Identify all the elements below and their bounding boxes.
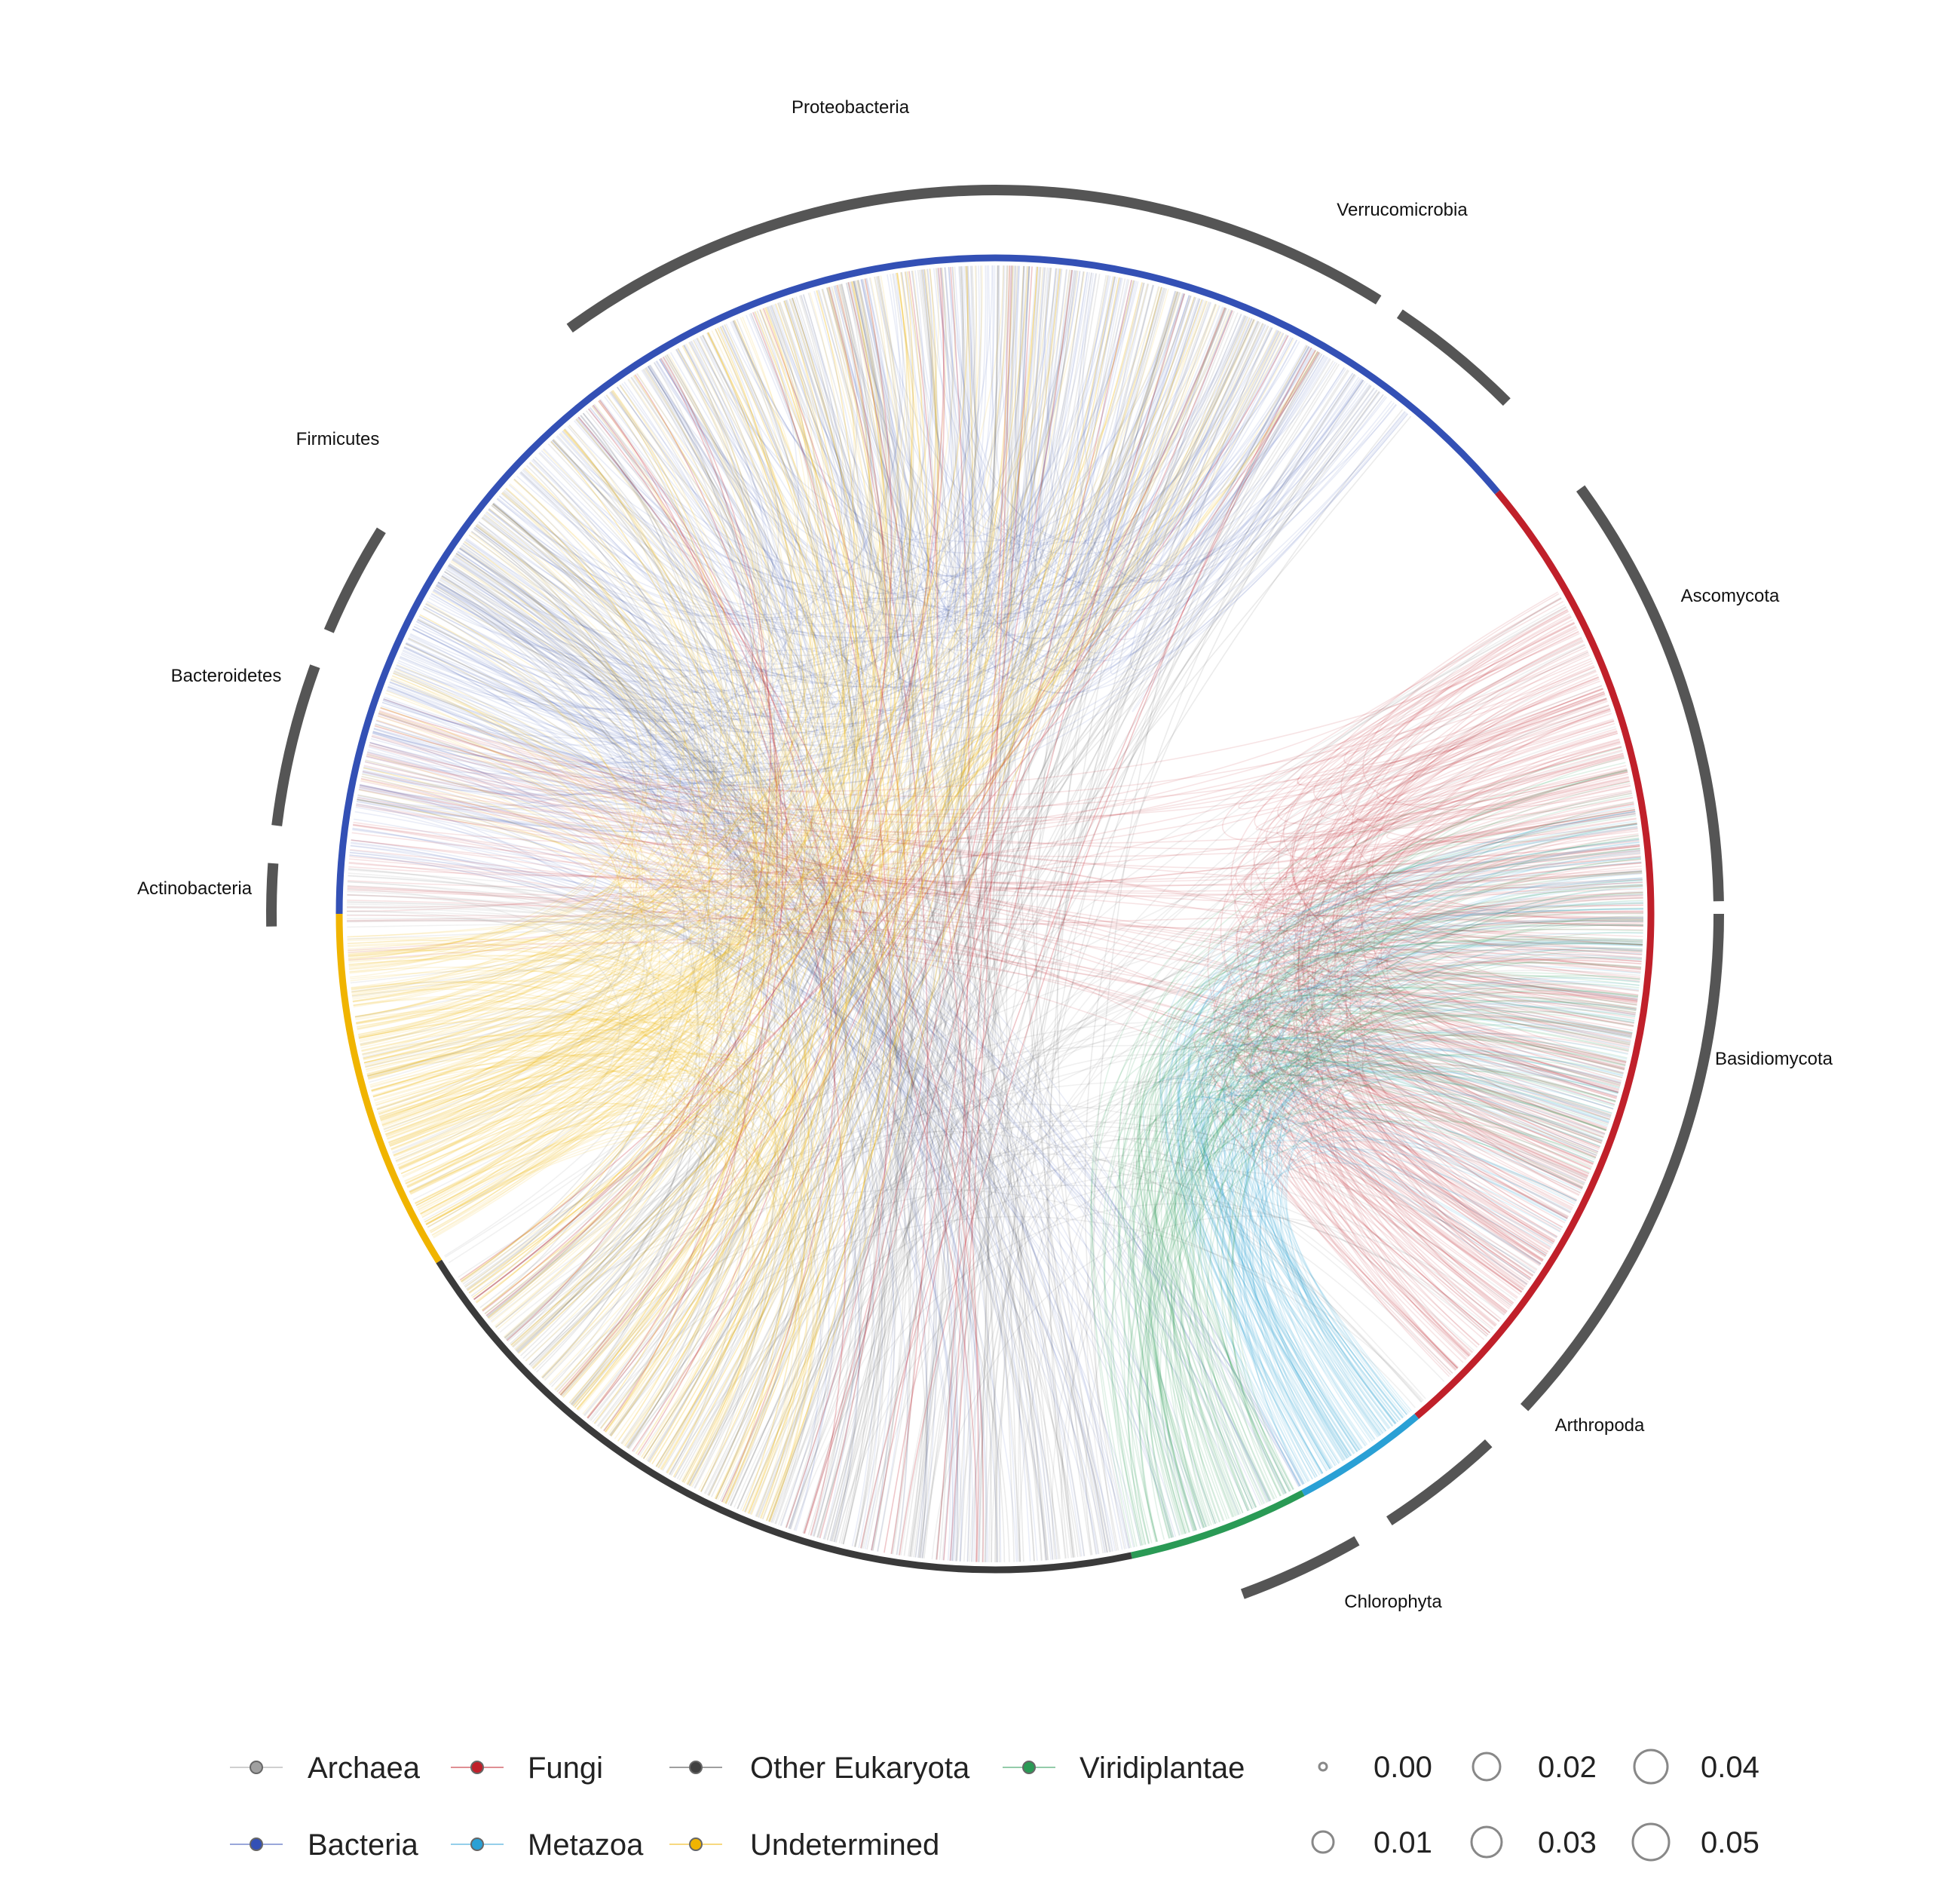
legend-item-other-eukaryota: Other Eukaryota xyxy=(669,1752,970,1785)
phylum-arc xyxy=(1396,309,1511,406)
legend-label-metazoa: Metazoa xyxy=(528,1828,644,1862)
size-marker-0-01 xyxy=(1311,1830,1335,1854)
size-label-0-00: 0.00 xyxy=(1374,1751,1432,1784)
ring-segment xyxy=(335,254,996,915)
link-bundle xyxy=(1193,591,1644,1378)
size-marker-0-00 xyxy=(1318,1761,1328,1772)
legend-item-bacteria: Bacteria xyxy=(230,1828,418,1862)
fungi-legend-marker xyxy=(470,1761,484,1774)
legend-label-other-eukaryota: Other Eukaryota xyxy=(750,1752,970,1785)
label-firmicutes: Firmicutes xyxy=(296,429,380,449)
phylum-labels: Proteobacteria Verrucomicrobia Firmicute… xyxy=(137,97,1833,1612)
phylum-arcs xyxy=(266,185,1724,1599)
ring-segment xyxy=(994,254,1500,495)
link-bundle xyxy=(461,265,1203,1522)
label-ascomycota: Ascomycota xyxy=(1681,586,1780,606)
link-bundle xyxy=(347,868,772,1264)
other-eukaryota-legend-marker xyxy=(689,1761,703,1774)
size-marker-0-04 xyxy=(1633,1749,1669,1785)
link-bundle xyxy=(347,936,831,1522)
size-label-0-05: 0.05 xyxy=(1701,1826,1759,1859)
viridiplantae-legend-marker xyxy=(1022,1761,1036,1774)
size-marker-0-03 xyxy=(1470,1825,1503,1859)
link-bundle xyxy=(347,265,1320,1239)
bacteria-legend-marker xyxy=(250,1837,263,1851)
size-label-0-03: 0.03 xyxy=(1538,1826,1597,1859)
phylum-arc xyxy=(1520,913,1724,1411)
ring-segment xyxy=(1414,489,1655,1419)
phylum-arc xyxy=(566,185,1382,333)
legend-item-archaea: Archaea xyxy=(230,1752,421,1785)
undetermined-legend-marker xyxy=(689,1837,703,1851)
ring-segment xyxy=(335,913,443,1264)
legend-item-undetermined: Undetermined xyxy=(669,1828,939,1862)
phylum-arc xyxy=(1240,1536,1360,1599)
archaea-legend-marker xyxy=(250,1761,263,1774)
metazoa-legend-marker xyxy=(470,1837,484,1851)
ring-segment xyxy=(1130,1490,1305,1559)
size-label-0-02: 0.02 xyxy=(1538,1751,1597,1784)
label-verrucomicrobia: Verrucomicrobia xyxy=(1337,200,1468,220)
size-marker-0-02 xyxy=(1472,1752,1502,1782)
link-bundle xyxy=(459,265,1320,1562)
link-bundle xyxy=(347,621,1643,1232)
link-bundle xyxy=(434,265,1412,1563)
phylum-arc xyxy=(271,664,320,826)
phylum-arc xyxy=(1576,485,1724,902)
label-actinobacteria: Actinobacteria xyxy=(137,878,253,899)
link-bundle xyxy=(1089,746,1644,1549)
phylum-arc xyxy=(323,527,386,633)
legend-label-archaea: Archaea xyxy=(308,1752,421,1785)
size-label-0-04: 0.04 xyxy=(1701,1751,1759,1784)
ring-segment xyxy=(1301,1414,1419,1497)
link-bundle xyxy=(356,265,1409,840)
size-label-0-01: 0.01 xyxy=(1374,1826,1432,1859)
legend-label-bacteria: Bacteria xyxy=(308,1828,418,1862)
legend-label-undetermined: Undetermined xyxy=(750,1828,939,1862)
link-bundle xyxy=(458,596,1643,1562)
interaction-links xyxy=(347,265,1644,1563)
label-arthropoda: Arthropoda xyxy=(1555,1415,1645,1436)
legend-item-viridiplantae: Viridiplantae xyxy=(1003,1752,1245,1785)
label-bacteroidetes: Bacteroidetes xyxy=(171,666,282,686)
phylum-arc xyxy=(266,863,279,927)
link-bundle xyxy=(349,545,1305,1562)
legend-label-viridiplantae: Viridiplantae xyxy=(1080,1752,1245,1785)
legend-label-fungi: Fungi xyxy=(528,1752,603,1785)
legend-item-fungi: Fungi xyxy=(451,1752,603,1785)
link-bundle xyxy=(1142,805,1643,1487)
label-chlorophyta: Chlorophyta xyxy=(1344,1592,1442,1612)
size-legend: 0.00 0.01 0.02 0.03 0.04 0.05 xyxy=(1311,1749,1759,1862)
label-basidiomycota: Basidiomycota xyxy=(1715,1049,1833,1069)
ring-segment xyxy=(436,1259,1132,1574)
phylum-arc xyxy=(1386,1439,1493,1525)
size-marker-0-05 xyxy=(1631,1822,1671,1862)
node-ring xyxy=(335,254,1655,1574)
legend-item-metazoa: Metazoa xyxy=(451,1828,644,1862)
label-proteobacteria: Proteobacteria xyxy=(792,97,910,118)
legend: Archaea Fungi Other Eukaryota Viridiplan… xyxy=(230,1749,1759,1862)
